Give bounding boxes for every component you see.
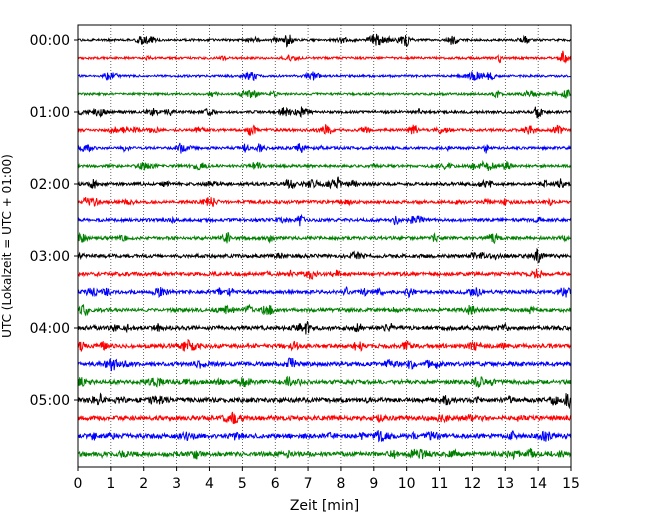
x-tick-label: 9: [369, 476, 378, 492]
seismogram-trace: [77, 33, 572, 48]
seismogram-trace: [77, 285, 572, 299]
seismogram-trace: [77, 196, 572, 207]
seismogram-trace: [77, 357, 572, 372]
x-axis-label: Zeit [min]: [290, 498, 359, 514]
seismogram-trace: [77, 159, 572, 172]
x-tick-label: 11: [431, 476, 449, 492]
y-tick-label: 04:00: [30, 321, 70, 337]
x-tick-label: 5: [238, 476, 247, 492]
seismogram-trace: [77, 89, 572, 99]
x-tick-label: 10: [398, 476, 416, 492]
seismogram-trace: [77, 213, 572, 227]
seismogram-trace: [77, 411, 572, 425]
y-axis: 00:00 01:00 02:00 03:00 04:00 05:00: [30, 33, 78, 409]
x-tick-label: 2: [139, 476, 148, 492]
x-tick-label: 0: [74, 476, 83, 492]
seismogram-trace: [77, 338, 572, 353]
x-tick-label: 6: [271, 476, 280, 492]
x-axis: 0 1 2 3 4 5 6 7 8 9 10 11 12 13 14 15: [74, 467, 580, 492]
x-tick-label: 4: [205, 476, 214, 492]
x-tick-label: 1: [106, 476, 115, 492]
x-tick-label: 7: [304, 476, 313, 492]
seismogram-trace: [77, 176, 572, 190]
seismogram-trace: [77, 142, 572, 154]
seismogram-trace: [77, 247, 572, 264]
x-tick-label: 12: [463, 476, 481, 492]
seismogram-trace: [77, 303, 572, 317]
seismogram-trace: [77, 106, 572, 119]
seismogram-trace: [77, 448, 572, 461]
seismogram-trace: [77, 124, 572, 136]
seismogram-trace: [77, 71, 572, 82]
y-tick-label: 02:00: [30, 177, 70, 193]
x-tick-label: 14: [529, 476, 547, 492]
x-tick-label: 3: [172, 476, 181, 492]
y-tick-label: 00:00: [30, 33, 70, 49]
traces: [77, 33, 572, 461]
y-axis-label: UTC (Lokalzeit = UTC + 01:00): [0, 154, 14, 338]
plot-frame: [77, 24, 572, 468]
y-tick-label: 03:00: [30, 249, 70, 265]
y-tick-label: 01:00: [30, 105, 70, 121]
seismogram-trace: [77, 321, 572, 335]
x-tick-label: 8: [336, 476, 345, 492]
seismogram-trace: [77, 375, 572, 388]
y-tick-label: 05:00: [30, 393, 70, 409]
seismogram-trace: [77, 392, 572, 410]
seismogram-trace: [77, 50, 572, 64]
x-tick-label: 13: [496, 476, 514, 492]
x-tick-label: 15: [562, 476, 580, 492]
seismogram-trace: [77, 430, 572, 443]
seismogram-trace: [77, 268, 572, 280]
seismogram-trace: [77, 231, 572, 245]
